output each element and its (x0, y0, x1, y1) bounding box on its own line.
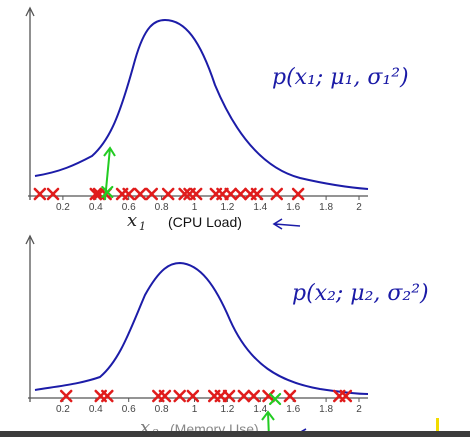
label-arrow-1 (272, 218, 301, 230)
x-tick-label: 1.2 (220, 202, 234, 213)
data-point (339, 389, 353, 403)
anomaly-arrow-head-2 (261, 410, 275, 421)
data-point (234, 187, 247, 201)
data-point (59, 389, 73, 403)
anomaly-arrow-head-1 (103, 146, 116, 157)
cursor-marker (436, 418, 439, 431)
data-point (89, 187, 103, 201)
data-point (247, 389, 261, 403)
data-point (237, 389, 251, 403)
xlabel-var-1: x (127, 210, 137, 231)
density-curve-2 (34, 261, 369, 395)
data-point (145, 187, 159, 201)
data-point (161, 187, 175, 201)
annotation-2: p(x₂; μ₂, σ₂²) (292, 281, 429, 306)
x-tick-label: 0.4 (89, 202, 103, 213)
anomaly-marker-1 (101, 146, 116, 201)
data-point (189, 187, 203, 201)
data-point (291, 187, 305, 201)
data-point (250, 187, 264, 201)
cpu-load-chart: 0.2 0.4 0.6 0.8 1 1.2 1.4 1.6 1.8 2 p(x₁; μ₁, σ₁²… (25, 6, 409, 233)
data-point (46, 187, 60, 201)
x-tick-label: 1 (192, 202, 198, 213)
data-point (224, 187, 237, 201)
xlabel-var-2: x (140, 417, 150, 437)
x-tick-label: 1 (192, 404, 198, 415)
x-tick-label: 0.6 (122, 202, 136, 213)
xlabel-sub-1: 1 (139, 220, 146, 233)
x-tick-label: 0.6 (122, 404, 136, 415)
data-point (262, 389, 275, 403)
video-control-bar (0, 431, 470, 437)
x-tick-label: 1.6 (286, 404, 300, 415)
memory-use-chart: 0.2 0.4 0.6 0.8 1 1.2 1.4 1.6 1.8 2 p(x₂; μ₂, σ₂²… (25, 234, 429, 437)
xlabel-1: x 1 (CPU Load) (127, 210, 242, 233)
x-tick-label: 1.8 (319, 404, 333, 415)
y-axis-arrowhead-1 (25, 6, 35, 17)
data-point (283, 389, 297, 403)
x-tick-label: 1.4 (253, 202, 267, 213)
x-tick-label: 0.8 (155, 202, 169, 213)
data-point (173, 389, 186, 403)
anomaly-point (269, 392, 282, 406)
x-tick-label: 1.8 (319, 202, 333, 213)
annotation-1: p(x₁; μ₁, σ₁²) (272, 65, 409, 90)
x-tick-label: 0.8 (155, 404, 169, 415)
x-tick-label: 2 (356, 202, 362, 213)
x-tick-label: 1.4 (253, 404, 267, 415)
density-curve-1 (34, 18, 369, 190)
x-tick-label: 0.2 (56, 202, 70, 213)
x-tick-label: 2 (356, 404, 362, 415)
data-point (133, 187, 147, 201)
x-tick-label: 0.2 (56, 404, 70, 415)
data-point (33, 187, 47, 201)
data-point (101, 389, 114, 403)
x-tick-label: 0.4 (89, 404, 103, 415)
data-point (158, 389, 172, 403)
anomaly-point (101, 185, 114, 199)
data-point (270, 187, 284, 201)
x-tick-label: 1.2 (220, 404, 234, 415)
data-point (186, 389, 200, 403)
data-point (222, 389, 236, 403)
xlabel-text-1: (CPU Load) (168, 214, 242, 230)
y-axis-arrowhead-2 (25, 234, 35, 245)
data-point (122, 187, 135, 201)
x-tick-label: 1.6 (286, 202, 300, 213)
